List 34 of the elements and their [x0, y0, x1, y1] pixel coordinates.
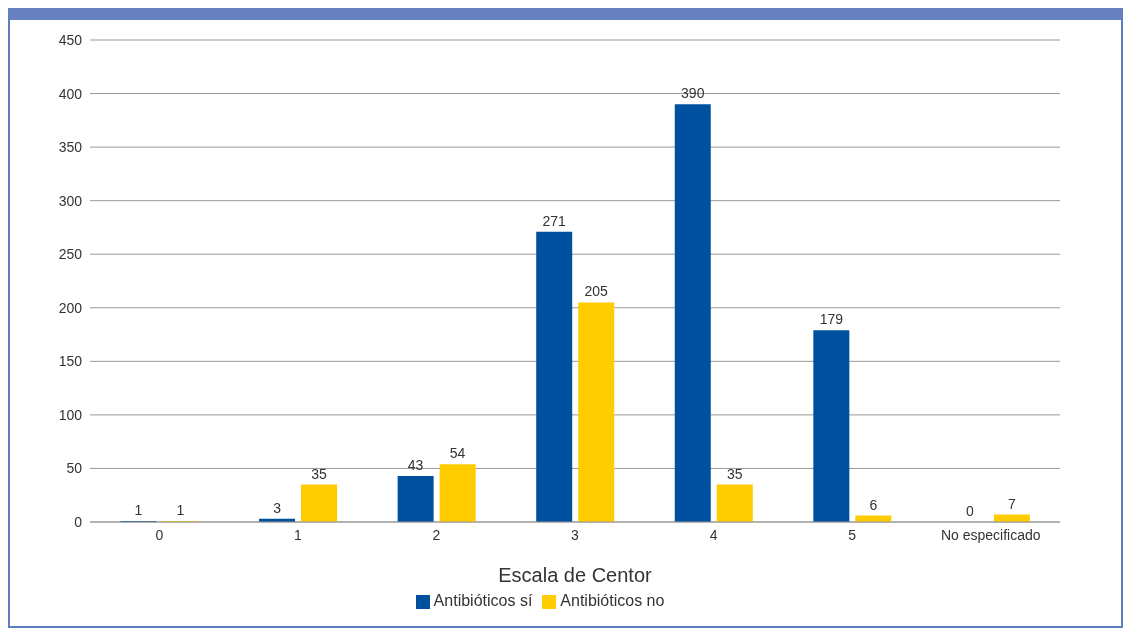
- data-label: 6: [869, 496, 878, 513]
- x-tick-label: 2: [432, 526, 441, 543]
- data-label: 7: [1008, 495, 1017, 512]
- y-tick-label: 50: [66, 460, 83, 477]
- data-label: 35: [311, 465, 328, 482]
- x-tick-label: No especificado: [940, 526, 1041, 543]
- y-tick-label: 150: [58, 353, 83, 370]
- y-tick-label: 350: [58, 139, 83, 156]
- data-label: 271: [542, 212, 567, 229]
- y-tick-label: 450: [58, 31, 83, 48]
- data-label: 205: [584, 283, 609, 300]
- data-label: 3: [273, 499, 282, 516]
- y-tick-label: 300: [58, 192, 83, 209]
- data-label: 35: [726, 465, 743, 482]
- y-tick-label: 400: [58, 85, 83, 102]
- data-label: 54: [449, 445, 466, 462]
- y-tick-label: 200: [58, 299, 83, 316]
- x-axis-title: Escala de Centor: [498, 564, 653, 586]
- data-label: 0: [966, 502, 975, 519]
- y-tick-label: 250: [58, 246, 83, 263]
- y-tick-label: 0: [74, 513, 83, 530]
- x-tick-label: 3: [571, 526, 580, 543]
- legend-label: Antibióticos no: [560, 592, 665, 609]
- x-tick-label: 1: [293, 526, 302, 543]
- data-label: 390: [681, 85, 705, 102]
- x-tick-label: 0: [155, 526, 164, 543]
- x-tick-label: 5: [848, 526, 857, 543]
- data-label: 179: [819, 311, 844, 328]
- legend-label: Antibióticos sí: [433, 592, 533, 609]
- data-label: 43: [407, 456, 424, 473]
- y-tick-label: 100: [58, 406, 83, 423]
- data-label: 1: [176, 501, 185, 518]
- data-label: 1: [134, 501, 143, 518]
- x-tick-label: 4: [709, 526, 718, 543]
